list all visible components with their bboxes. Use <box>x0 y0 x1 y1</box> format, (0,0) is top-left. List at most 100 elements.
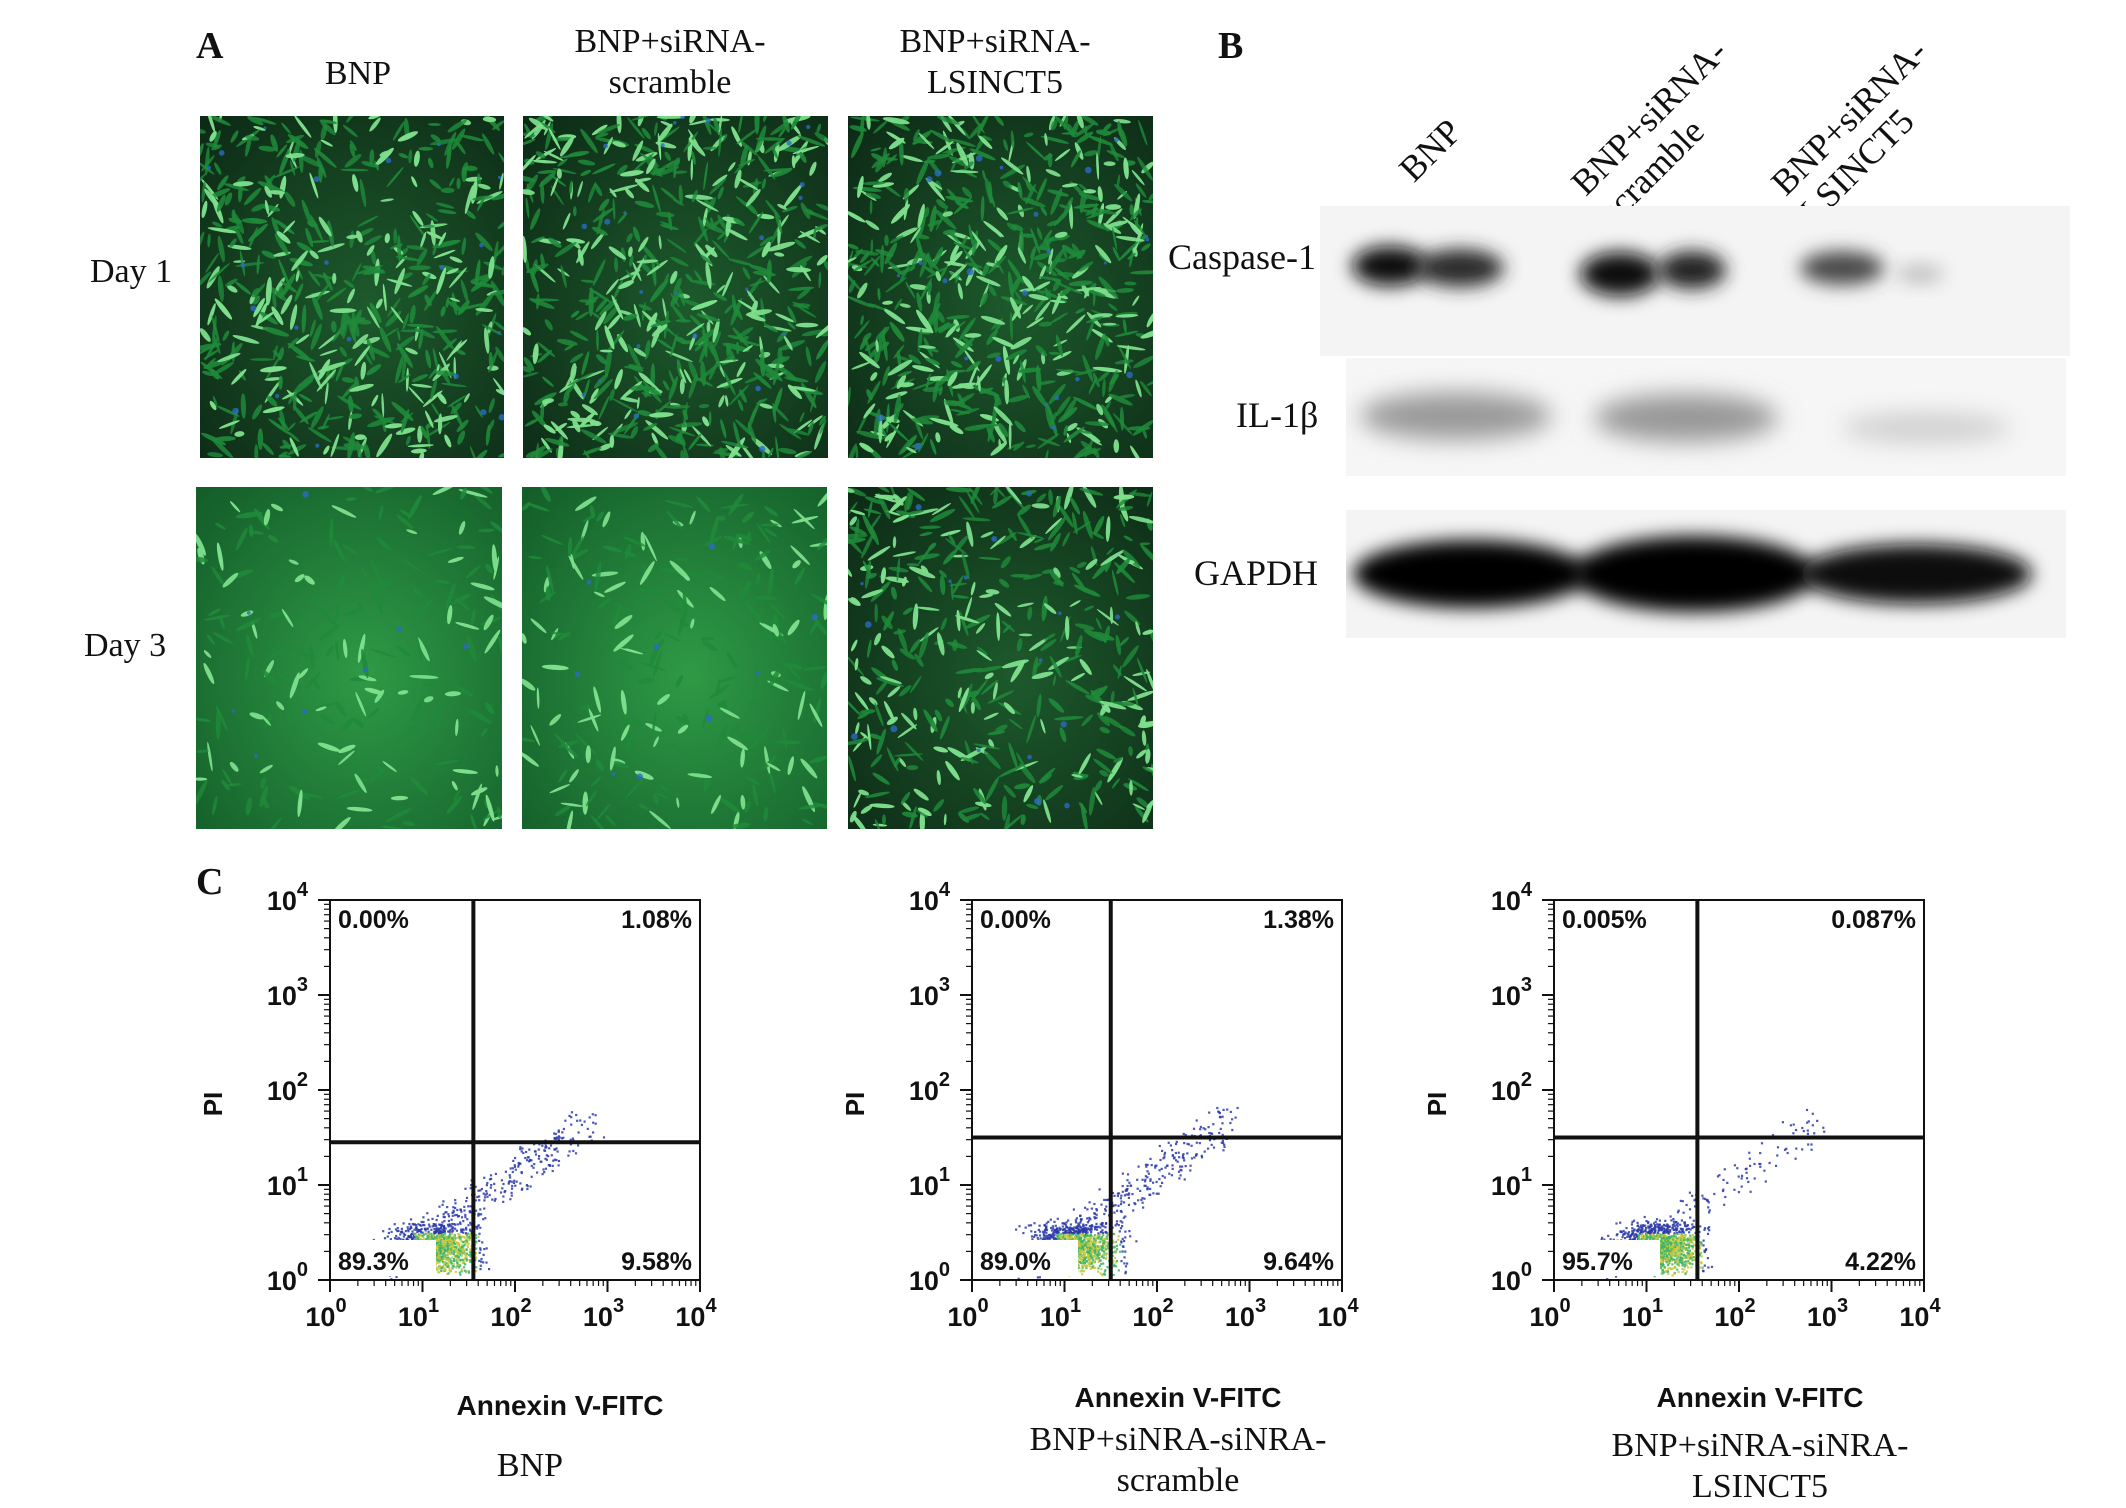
event-point <box>575 1114 577 1116</box>
nucleus <box>654 644 659 649</box>
event-point <box>475 1266 477 1268</box>
event-point <box>411 1231 413 1233</box>
event-point <box>489 1178 491 1180</box>
event-point <box>427 1233 429 1235</box>
event-point <box>1042 1231 1044 1233</box>
event-point <box>478 1260 480 1262</box>
event-point <box>424 1228 426 1230</box>
nucleus <box>250 305 256 311</box>
nucleus <box>241 263 246 268</box>
event-point <box>479 1208 481 1210</box>
event-point <box>1161 1150 1163 1152</box>
event-point <box>435 1228 437 1230</box>
event-point <box>440 1270 442 1272</box>
event-point <box>1168 1173 1170 1175</box>
event-point <box>451 1262 453 1264</box>
event-point <box>388 1232 390 1234</box>
event-point <box>444 1233 446 1235</box>
nucleus <box>865 621 872 628</box>
band-caspase1-lane3 <box>1800 251 1884 285</box>
event-point <box>1070 1223 1072 1225</box>
event-point <box>408 1236 410 1238</box>
nucleus <box>709 543 715 549</box>
nucleus <box>759 446 765 452</box>
nucleus <box>440 266 444 270</box>
event-point <box>465 1254 467 1256</box>
event-point <box>412 1237 414 1239</box>
nucleus <box>1045 403 1049 407</box>
event-point <box>446 1254 448 1256</box>
event-point <box>517 1166 519 1168</box>
event-point <box>1222 1149 1224 1151</box>
event-point <box>452 1206 454 1208</box>
event-point <box>501 1179 503 1181</box>
event-point <box>486 1184 488 1186</box>
event-point <box>469 1248 471 1250</box>
event-point <box>442 1204 444 1206</box>
event-point <box>549 1165 551 1167</box>
nucleus <box>207 166 211 170</box>
event-point <box>451 1245 453 1247</box>
event-point <box>545 1145 547 1147</box>
cell <box>393 229 397 244</box>
nucleus <box>851 733 858 740</box>
event-point <box>514 1164 516 1166</box>
quadrant-label-upper-left: 0.00% <box>338 906 409 934</box>
nucleus <box>247 611 251 615</box>
event-point <box>521 1171 523 1173</box>
nucleus <box>582 393 586 397</box>
event-point <box>453 1253 455 1255</box>
event-point <box>1114 1257 1116 1259</box>
event-point <box>491 1199 493 1201</box>
event-point <box>461 1259 463 1261</box>
event-point <box>538 1149 540 1151</box>
event-point <box>500 1191 502 1193</box>
event-point <box>459 1236 461 1238</box>
event-point <box>482 1218 484 1220</box>
y-axis-label: PI <box>198 1092 228 1117</box>
nucleus <box>918 261 922 265</box>
nucleus <box>806 125 810 129</box>
nucleus <box>1034 798 1041 805</box>
y-tick-label: 102 <box>267 1069 308 1106</box>
event-point <box>455 1255 457 1257</box>
event-point <box>463 1245 465 1247</box>
nucleus <box>967 268 974 275</box>
event-point <box>1095 1223 1097 1225</box>
row-label-day3: Day 3 <box>84 626 194 667</box>
event-point <box>427 1237 429 1239</box>
event-point <box>1158 1178 1160 1180</box>
event-point <box>447 1213 449 1215</box>
event-point <box>382 1230 384 1232</box>
nucleus <box>1039 658 1043 662</box>
event-point <box>558 1131 560 1133</box>
cell <box>610 435 615 448</box>
event-point <box>540 1161 542 1163</box>
event-point <box>535 1153 537 1155</box>
event-point <box>441 1256 443 1258</box>
row-label-day1: Day 1 <box>90 252 200 293</box>
event-point <box>461 1268 463 1270</box>
nucleus <box>604 219 610 225</box>
blot-strip-il1b <box>1346 358 2066 478</box>
nucleus <box>480 409 486 415</box>
event-point <box>464 1216 466 1218</box>
event-point <box>454 1243 456 1245</box>
event-point <box>1159 1159 1161 1161</box>
band-caspase1-lane3b <box>1896 265 1944 283</box>
event-point <box>480 1261 482 1263</box>
event-point <box>512 1167 514 1169</box>
event-point <box>557 1150 559 1152</box>
event-point <box>461 1230 463 1232</box>
event-point <box>603 1136 605 1138</box>
event-point <box>490 1187 492 1189</box>
event-point <box>448 1237 450 1239</box>
event-point <box>463 1229 465 1231</box>
event-point <box>461 1255 463 1257</box>
event-point <box>1113 1212 1115 1214</box>
event-point <box>444 1241 446 1243</box>
event-point <box>416 1228 418 1230</box>
event-point <box>465 1241 467 1243</box>
event-point <box>486 1196 488 1198</box>
nucleus <box>948 580 951 583</box>
